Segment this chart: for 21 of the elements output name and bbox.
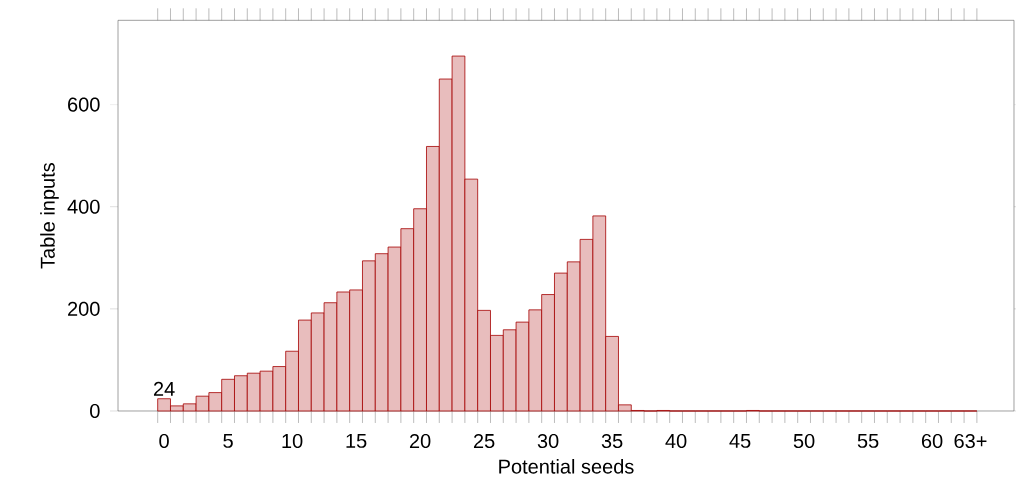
x-tick-label: 55 — [857, 433, 879, 448]
y-tick-label: 400 — [67, 199, 100, 214]
data-label: 24 — [153, 381, 175, 396]
x-tick-label: 50 — [793, 433, 815, 449]
x-tick-label: 20 — [409, 433, 431, 449]
x-axis-title: Potential seeds — [499, 459, 634, 474]
x-tick-label: 0 — [159, 433, 169, 449]
y-axis-title: Table inputs — [40, 163, 59, 269]
x-tick-label: 10 — [282, 433, 303, 449]
x-tick-label: 60 — [921, 433, 943, 449]
x-tick-label: 30 — [537, 433, 559, 449]
y-tick-label: 0 — [90, 403, 100, 419]
x-tick-label: 5 — [223, 433, 233, 448]
y-tick-label: 600 — [68, 97, 100, 112]
x-tick-label: 63+ — [954, 433, 987, 449]
y-tick-label: 200 — [68, 301, 100, 316]
x-tick-label: 25 — [473, 433, 495, 449]
x-tick-label: 45 — [729, 433, 751, 448]
x-tick-label: 35 — [601, 433, 623, 449]
x-tick-label: 15 — [346, 433, 367, 448]
x-tick-label: 40 — [665, 433, 687, 449]
